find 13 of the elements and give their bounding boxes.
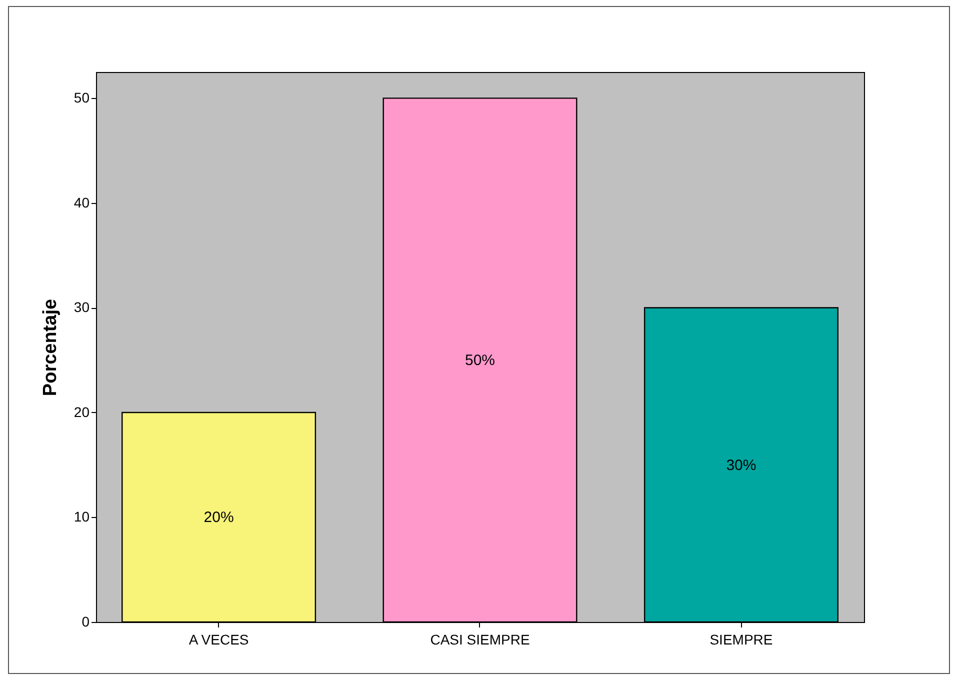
y-axis-title: Porcentaje <box>40 298 61 396</box>
y-tick-label: 0 <box>82 614 90 630</box>
x-tick-label: SIEMPRE <box>710 632 773 648</box>
y-tick-label: 10 <box>74 508 90 525</box>
x-tick-label: A VECES <box>188 632 249 648</box>
data-label: 20% <box>204 509 234 526</box>
data-label: 50% <box>464 352 496 370</box>
y-tick-label: 50 <box>74 90 90 106</box>
x-tick-label: CASI SIEMPRE <box>430 632 530 648</box>
y-tick-label: 40 <box>74 194 90 210</box>
y-tick-label: 30 <box>74 299 90 316</box>
data-label: 30% <box>726 456 756 474</box>
y-tick-label: 20 <box>74 404 90 420</box>
